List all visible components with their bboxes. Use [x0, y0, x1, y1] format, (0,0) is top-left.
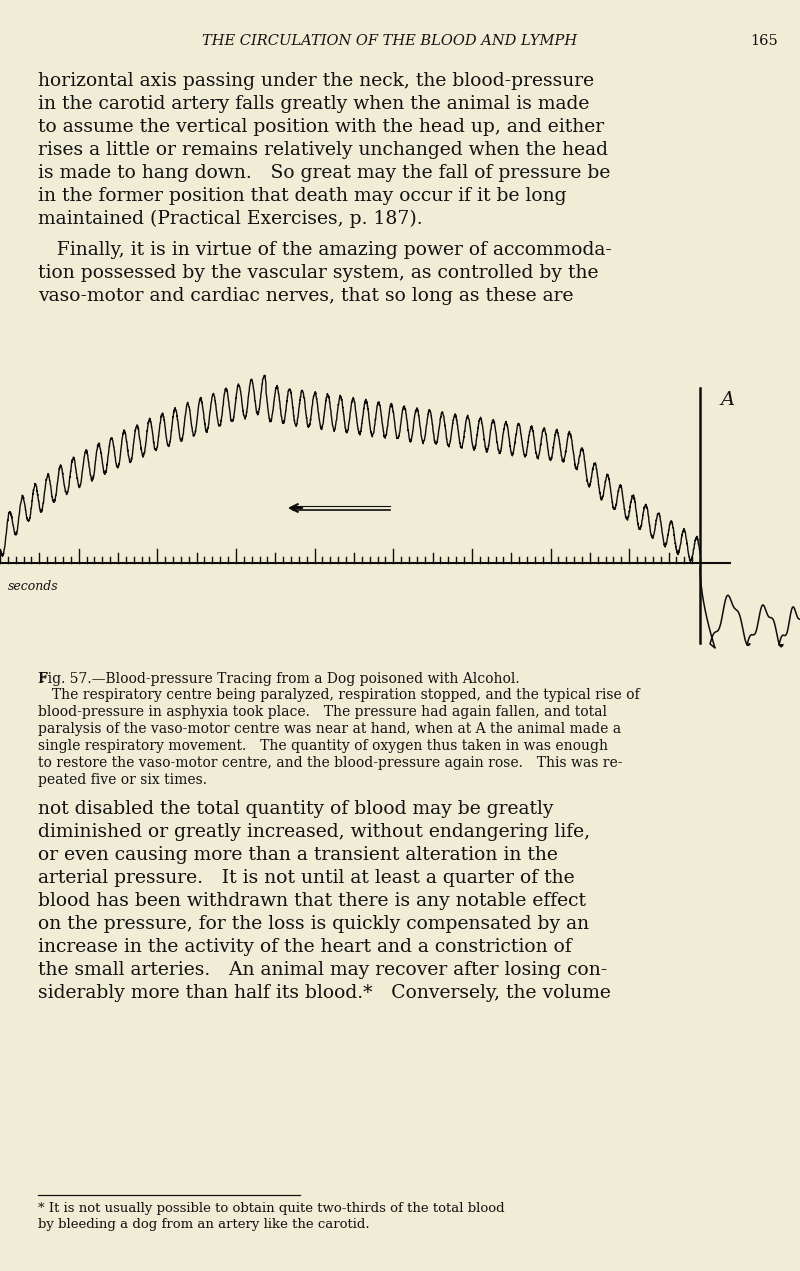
Text: horizontal axis passing under the neck, the blood-pressure: horizontal axis passing under the neck, …	[38, 72, 594, 90]
Text: A: A	[720, 391, 734, 409]
Text: Finally, it is in virtue of the amazing power of accommoda-: Finally, it is in virtue of the amazing …	[38, 241, 612, 259]
Text: is made to hang down. So great may the fall of pressure be: is made to hang down. So great may the f…	[38, 164, 610, 182]
Text: siderably more than half its blood.* Conversely, the volume: siderably more than half its blood.* Con…	[38, 984, 611, 1002]
Text: * It is not usually possible to obtain quite two-thirds of the total blood: * It is not usually possible to obtain q…	[38, 1202, 505, 1215]
Text: or even causing more than a transient alteration in the: or even causing more than a transient al…	[38, 846, 558, 864]
Text: The respiratory centre being paralyzed, respiration stopped, and the typical ris: The respiratory centre being paralyzed, …	[38, 688, 640, 702]
Text: single respiratory movement. The quantity of oxygen thus taken in was enough: single respiratory movement. The quantit…	[38, 738, 608, 752]
Text: blood has been withdrawn that there is any notable effect: blood has been withdrawn that there is a…	[38, 892, 586, 910]
Text: the small arteries. An animal may recover after losing con-: the small arteries. An animal may recove…	[38, 961, 607, 979]
Text: seconds: seconds	[8, 580, 58, 594]
Text: Fig. 57.—Blood-pressure Tracing from a Dog poisoned with Alcohol.: Fig. 57.—Blood-pressure Tracing from a D…	[38, 672, 520, 686]
Text: peated five or six times.: peated five or six times.	[38, 773, 207, 787]
Text: paralysis of the vaso-motor centre was near at hand, when at A the animal made a: paralysis of the vaso-motor centre was n…	[38, 722, 621, 736]
Text: in the former position that death may occur if it be long: in the former position that death may oc…	[38, 187, 566, 205]
Text: 165: 165	[750, 34, 778, 48]
Text: maintained (Practical Exercises, p. 187).: maintained (Practical Exercises, p. 187)…	[38, 210, 422, 229]
Text: increase in the activity of the heart and a constriction of: increase in the activity of the heart an…	[38, 938, 572, 956]
Text: THE CIRCULATION OF THE BLOOD AND LYMPH: THE CIRCULATION OF THE BLOOD AND LYMPH	[202, 34, 578, 48]
Text: to assume the vertical position with the head up, and either: to assume the vertical position with the…	[38, 118, 604, 136]
Text: rises a little or remains relatively unchanged when the head: rises a little or remains relatively unc…	[38, 141, 608, 159]
Text: vaso-motor and cardiac nerves, that so long as these are: vaso-motor and cardiac nerves, that so l…	[38, 287, 574, 305]
Text: blood-pressure in asphyxia took place. The pressure had again fallen, and total: blood-pressure in asphyxia took place. T…	[38, 705, 607, 719]
Text: F: F	[38, 672, 47, 685]
Text: diminished or greatly increased, without endangering life,: diminished or greatly increased, without…	[38, 824, 590, 841]
Text: in the carotid artery falls greatly when the animal is made: in the carotid artery falls greatly when…	[38, 95, 590, 113]
Text: tion possessed by the vascular system, as controlled by the: tion possessed by the vascular system, a…	[38, 264, 598, 282]
Text: to restore the vaso-motor centre, and the blood-pressure again rose. This was re: to restore the vaso-motor centre, and th…	[38, 756, 622, 770]
Text: not disabled the total quantity of blood may be greatly: not disabled the total quantity of blood…	[38, 799, 554, 819]
Text: by bleeding a dog from an artery like the carotid.: by bleeding a dog from an artery like th…	[38, 1218, 370, 1232]
Text: on the pressure, for the loss is quickly compensated by an: on the pressure, for the loss is quickly…	[38, 915, 589, 933]
Text: arterial pressure. It is not until at least a quarter of the: arterial pressure. It is not until at le…	[38, 869, 574, 887]
